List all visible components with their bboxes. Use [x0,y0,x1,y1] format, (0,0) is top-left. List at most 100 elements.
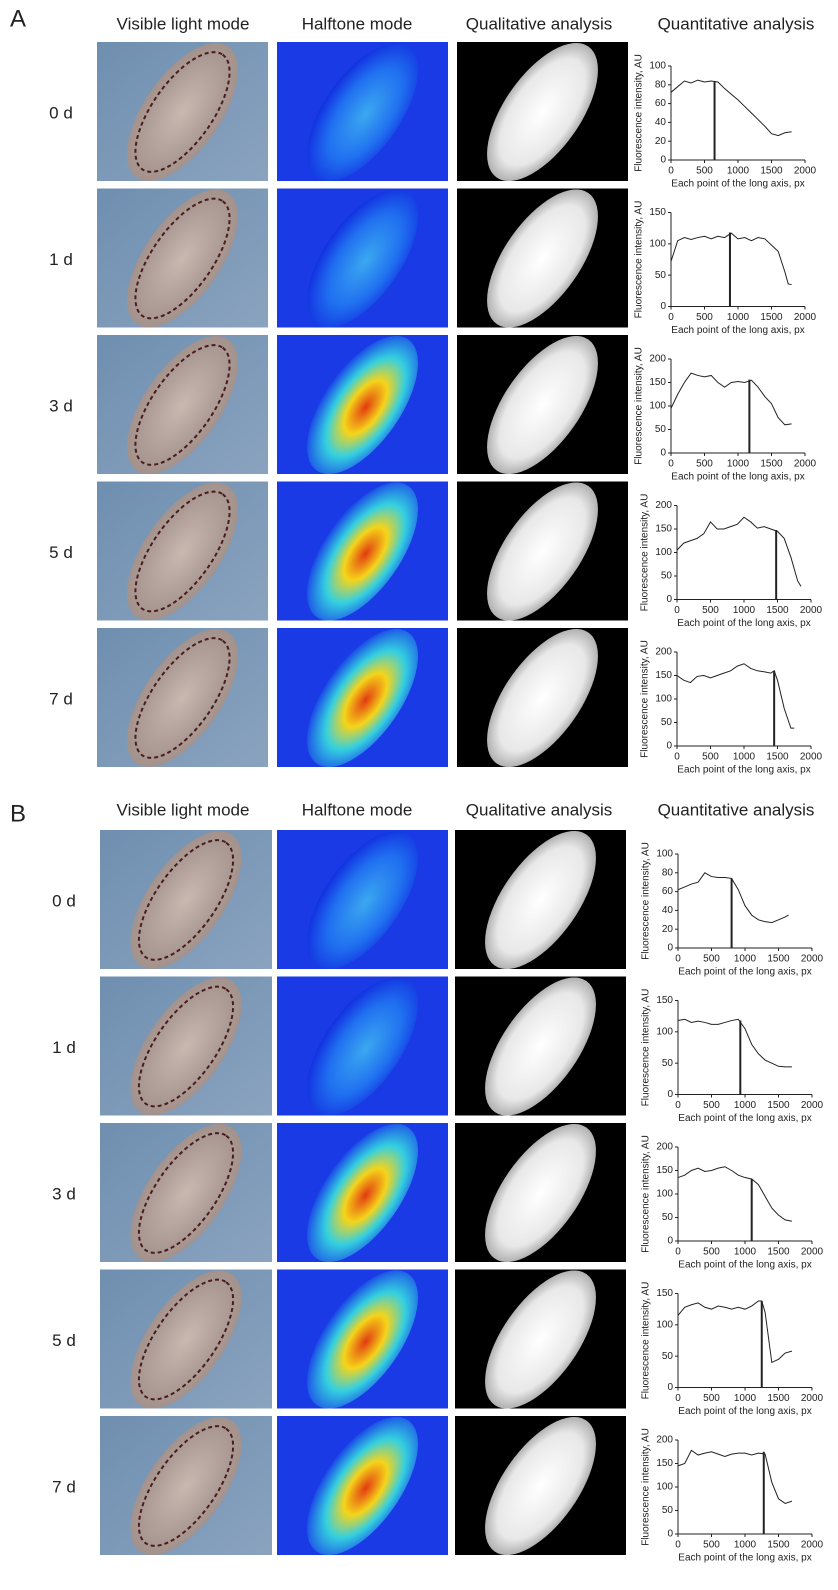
y-tick-label: 40 [662,905,674,916]
flap [307,42,418,182]
x-tick-label: 0 [668,459,674,470]
y-tick-label: 100 [656,849,673,860]
flap [127,42,238,182]
intensity-line [670,79,792,137]
y-axis-label: Fluorescence intensity, AU [634,347,645,465]
intensity-line [677,1018,792,1068]
suture [134,637,231,759]
y-tick-label: 200 [655,500,672,511]
flap [127,628,238,768]
y-tick-label: 150 [656,1288,673,1299]
y-tick-label: 150 [655,524,672,535]
x-tick-label: 1500 [767,1540,790,1551]
x-tick-label: 500 [702,752,719,763]
y-tick-label: 50 [661,717,673,728]
intensity-line [677,872,789,924]
y-tick-label: 20 [662,924,674,935]
y-tick-label: 50 [661,571,673,582]
flap [485,1270,596,1409]
y-axis-label: Fluorescence intensity, AU [634,201,645,319]
x-tick-label: 500 [703,954,720,965]
flap [487,189,598,328]
y-tick-label: 80 [662,867,674,878]
x-axis-label: Each point of the long axis, px [678,1553,811,1564]
x-tick-label: 1000 [734,1393,757,1404]
row-label: 1 d [49,250,73,269]
x-tick-label: 500 [703,1247,720,1258]
x-tick-label: 0 [675,1100,681,1111]
x-tick-label: 500 [703,1100,720,1111]
x-tick-label: 2000 [801,1247,824,1258]
intensity-line [677,1166,793,1222]
flap [127,335,238,475]
y-tick-label: 150 [649,207,666,218]
column-header: Halftone mode [302,14,413,33]
x-tick-label: 2000 [801,1393,824,1404]
y-tick-label: 0 [660,301,666,312]
y-tick-label: 0 [666,741,672,752]
column-header: Qualitative analysis [466,14,612,33]
x-tick-label: 2000 [800,605,823,616]
y-tick-label: 150 [656,1458,673,1469]
row-label: 1 d [52,1038,76,1057]
x-tick-label: 1000 [734,1540,757,1551]
x-tick-label: 2000 [801,1100,824,1111]
suture [134,344,231,466]
y-axis-label: Fluorescence intensity, AU [641,989,652,1107]
x-tick-label: 500 [696,459,713,470]
flap [485,977,596,1116]
x-tick-label: 1500 [767,954,790,965]
y-tick-label: 40 [655,117,667,128]
suture [137,1278,235,1401]
y-tick-label: 60 [662,886,674,897]
column-header: Quantitative analysis [658,800,815,819]
flap [130,1123,242,1263]
y-axis-label: Fluorescence intensity, AU [640,494,651,612]
y-tick-label: 50 [662,1505,674,1516]
column-header: Qualitative analysis [466,800,612,819]
y-tick-label: 100 [649,238,666,249]
flap [307,482,418,621]
flap [130,830,242,970]
x-axis-label: Each point of the long axis, px [678,1113,811,1124]
x-tick-label: 0 [675,1540,681,1551]
flap [307,1123,418,1263]
suture [137,1132,235,1254]
x-axis-label: Each point of the long axis, px [677,618,810,629]
y-tick-label: 150 [649,377,666,388]
x-axis-label: Each point of the long axis, px [671,325,804,336]
flap [130,1416,242,1556]
flap [130,977,242,1116]
x-tick-label: 2000 [801,1540,824,1551]
x-tick-label: 0 [675,954,681,965]
x-tick-label: 1000 [727,312,750,323]
y-tick-label: 150 [656,995,673,1006]
x-tick-label: 500 [696,312,713,323]
y-tick-label: 100 [655,694,672,705]
row-label: 5 d [49,543,73,562]
y-tick-label: 200 [656,1435,673,1446]
flap [487,335,598,475]
intensity-line [676,663,795,729]
flap [487,42,598,182]
x-tick-label: 1000 [733,605,756,616]
x-tick-label: 2000 [801,954,824,965]
suture [137,985,235,1108]
flap [307,830,418,970]
y-tick-label: 150 [655,670,672,681]
x-tick-label: 1500 [760,312,783,323]
x-tick-label: 0 [674,605,680,616]
row-label: 3 d [49,396,73,415]
y-axis-label: Fluorescence intensity, AU [641,842,652,960]
y-axis-label: Fluorescence intensity, AU [641,1282,652,1400]
x-tick-label: 0 [675,1393,681,1404]
y-tick-label: 0 [667,1236,673,1247]
intensity-line [676,516,802,587]
x-axis-label: Each point of the long axis, px [678,1406,811,1417]
flap [307,189,418,328]
x-tick-label: 500 [702,605,719,616]
suture [134,197,231,320]
row-label: 5 d [52,1331,76,1350]
y-tick-label: 0 [666,594,672,605]
